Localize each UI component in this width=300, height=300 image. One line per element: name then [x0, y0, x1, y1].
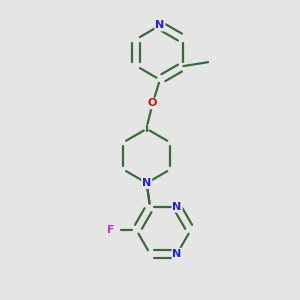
Text: N: N [172, 202, 182, 212]
Text: N: N [142, 178, 151, 188]
Text: F: F [107, 225, 115, 235]
Text: N: N [155, 20, 164, 31]
Text: O: O [148, 98, 157, 108]
Text: N: N [172, 249, 182, 259]
